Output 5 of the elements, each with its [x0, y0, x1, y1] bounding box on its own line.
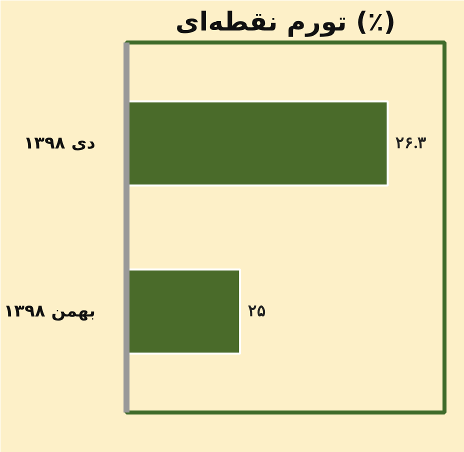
- chart-title: تورم نقطه‌ای (٪): [175, 8, 396, 38]
- data-label: ۲۵: [248, 303, 266, 320]
- y-tick-label: دی ۱۳۹۸: [24, 133, 96, 154]
- y-tick-label: بهمن ۱۳۹۸: [4, 302, 96, 322]
- data-label: ۲۶.۳: [396, 134, 427, 152]
